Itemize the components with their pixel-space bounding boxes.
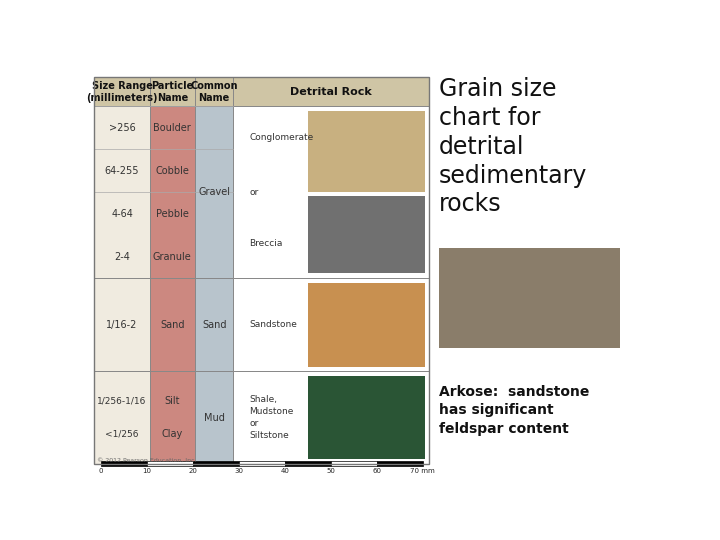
Bar (94, 278, 150, 371)
Text: Clay: Clay (162, 429, 183, 439)
Text: 70 mm: 70 mm (410, 468, 435, 474)
Text: 1/16-2: 1/16-2 (107, 320, 138, 330)
Text: Arkose:  sandstone
has significant
feldspar content: Arkose: sandstone has significant feldsp… (438, 385, 589, 436)
Text: Detrital Rock: Detrital Rock (290, 87, 372, 97)
Text: 30: 30 (235, 468, 243, 474)
Bar (195, 106, 233, 278)
Text: Boulder: Boulder (153, 123, 192, 133)
Bar (308, 283, 426, 367)
Bar (150, 106, 195, 278)
Bar (233, 106, 429, 278)
Bar (150, 371, 195, 464)
Bar (101, 462, 147, 467)
Text: Grain size
chart for
detrital
sedimentary
rocks: Grain size chart for detrital sedimentar… (438, 77, 587, 217)
Bar (308, 376, 426, 460)
Text: 50: 50 (326, 468, 336, 474)
Text: 60: 60 (372, 468, 381, 474)
Text: or: or (249, 188, 258, 197)
Text: >256: >256 (109, 123, 135, 133)
Text: Breccia: Breccia (249, 239, 282, 248)
Text: Size Range
(millimeters): Size Range (millimeters) (86, 81, 158, 103)
Text: 20: 20 (189, 468, 197, 474)
Bar (233, 77, 429, 106)
Bar (147, 462, 193, 467)
Text: 40: 40 (280, 468, 289, 474)
Text: Gravel: Gravel (198, 187, 230, 197)
Text: 1/256-1/16: 1/256-1/16 (97, 396, 147, 406)
Bar (94, 106, 150, 278)
Text: Conglomerate: Conglomerate (249, 133, 313, 142)
Text: Cobble: Cobble (156, 166, 189, 176)
Bar (195, 371, 233, 464)
Bar (377, 462, 423, 467)
Bar (239, 462, 285, 467)
Text: © 2012 Pearson Education, Inc.: © 2012 Pearson Education, Inc. (97, 458, 197, 463)
Bar (438, 248, 620, 348)
Bar (150, 278, 195, 371)
Bar (195, 278, 233, 371)
Bar (308, 196, 426, 273)
Text: 4-64: 4-64 (111, 209, 133, 219)
Bar (193, 462, 239, 467)
Text: Silt: Silt (165, 396, 180, 406)
Bar (94, 77, 429, 464)
Text: 10: 10 (143, 468, 152, 474)
Text: Particle
Name: Particle Name (151, 81, 194, 103)
Text: <1/256: <1/256 (105, 430, 139, 439)
Bar (233, 371, 429, 464)
Text: Sand: Sand (202, 320, 226, 330)
Text: 2-4: 2-4 (114, 252, 130, 262)
Bar (94, 371, 150, 464)
Text: Sandstone: Sandstone (249, 320, 297, 329)
Text: Mud: Mud (204, 413, 225, 423)
Bar (150, 77, 195, 106)
Text: Sand: Sand (160, 320, 184, 330)
Bar (233, 278, 429, 371)
Bar (285, 462, 330, 467)
Bar (195, 77, 233, 106)
Bar (308, 111, 426, 192)
Text: 0: 0 (99, 468, 104, 474)
Text: Pebble: Pebble (156, 209, 189, 219)
Text: Shale,
Mudstone
or
Siltstone: Shale, Mudstone or Siltstone (249, 395, 294, 440)
Text: Granule: Granule (153, 252, 192, 262)
Text: 64-255: 64-255 (105, 166, 140, 176)
Text: Common
Name: Common Name (190, 81, 238, 103)
Bar (94, 77, 150, 106)
Bar (330, 462, 377, 467)
